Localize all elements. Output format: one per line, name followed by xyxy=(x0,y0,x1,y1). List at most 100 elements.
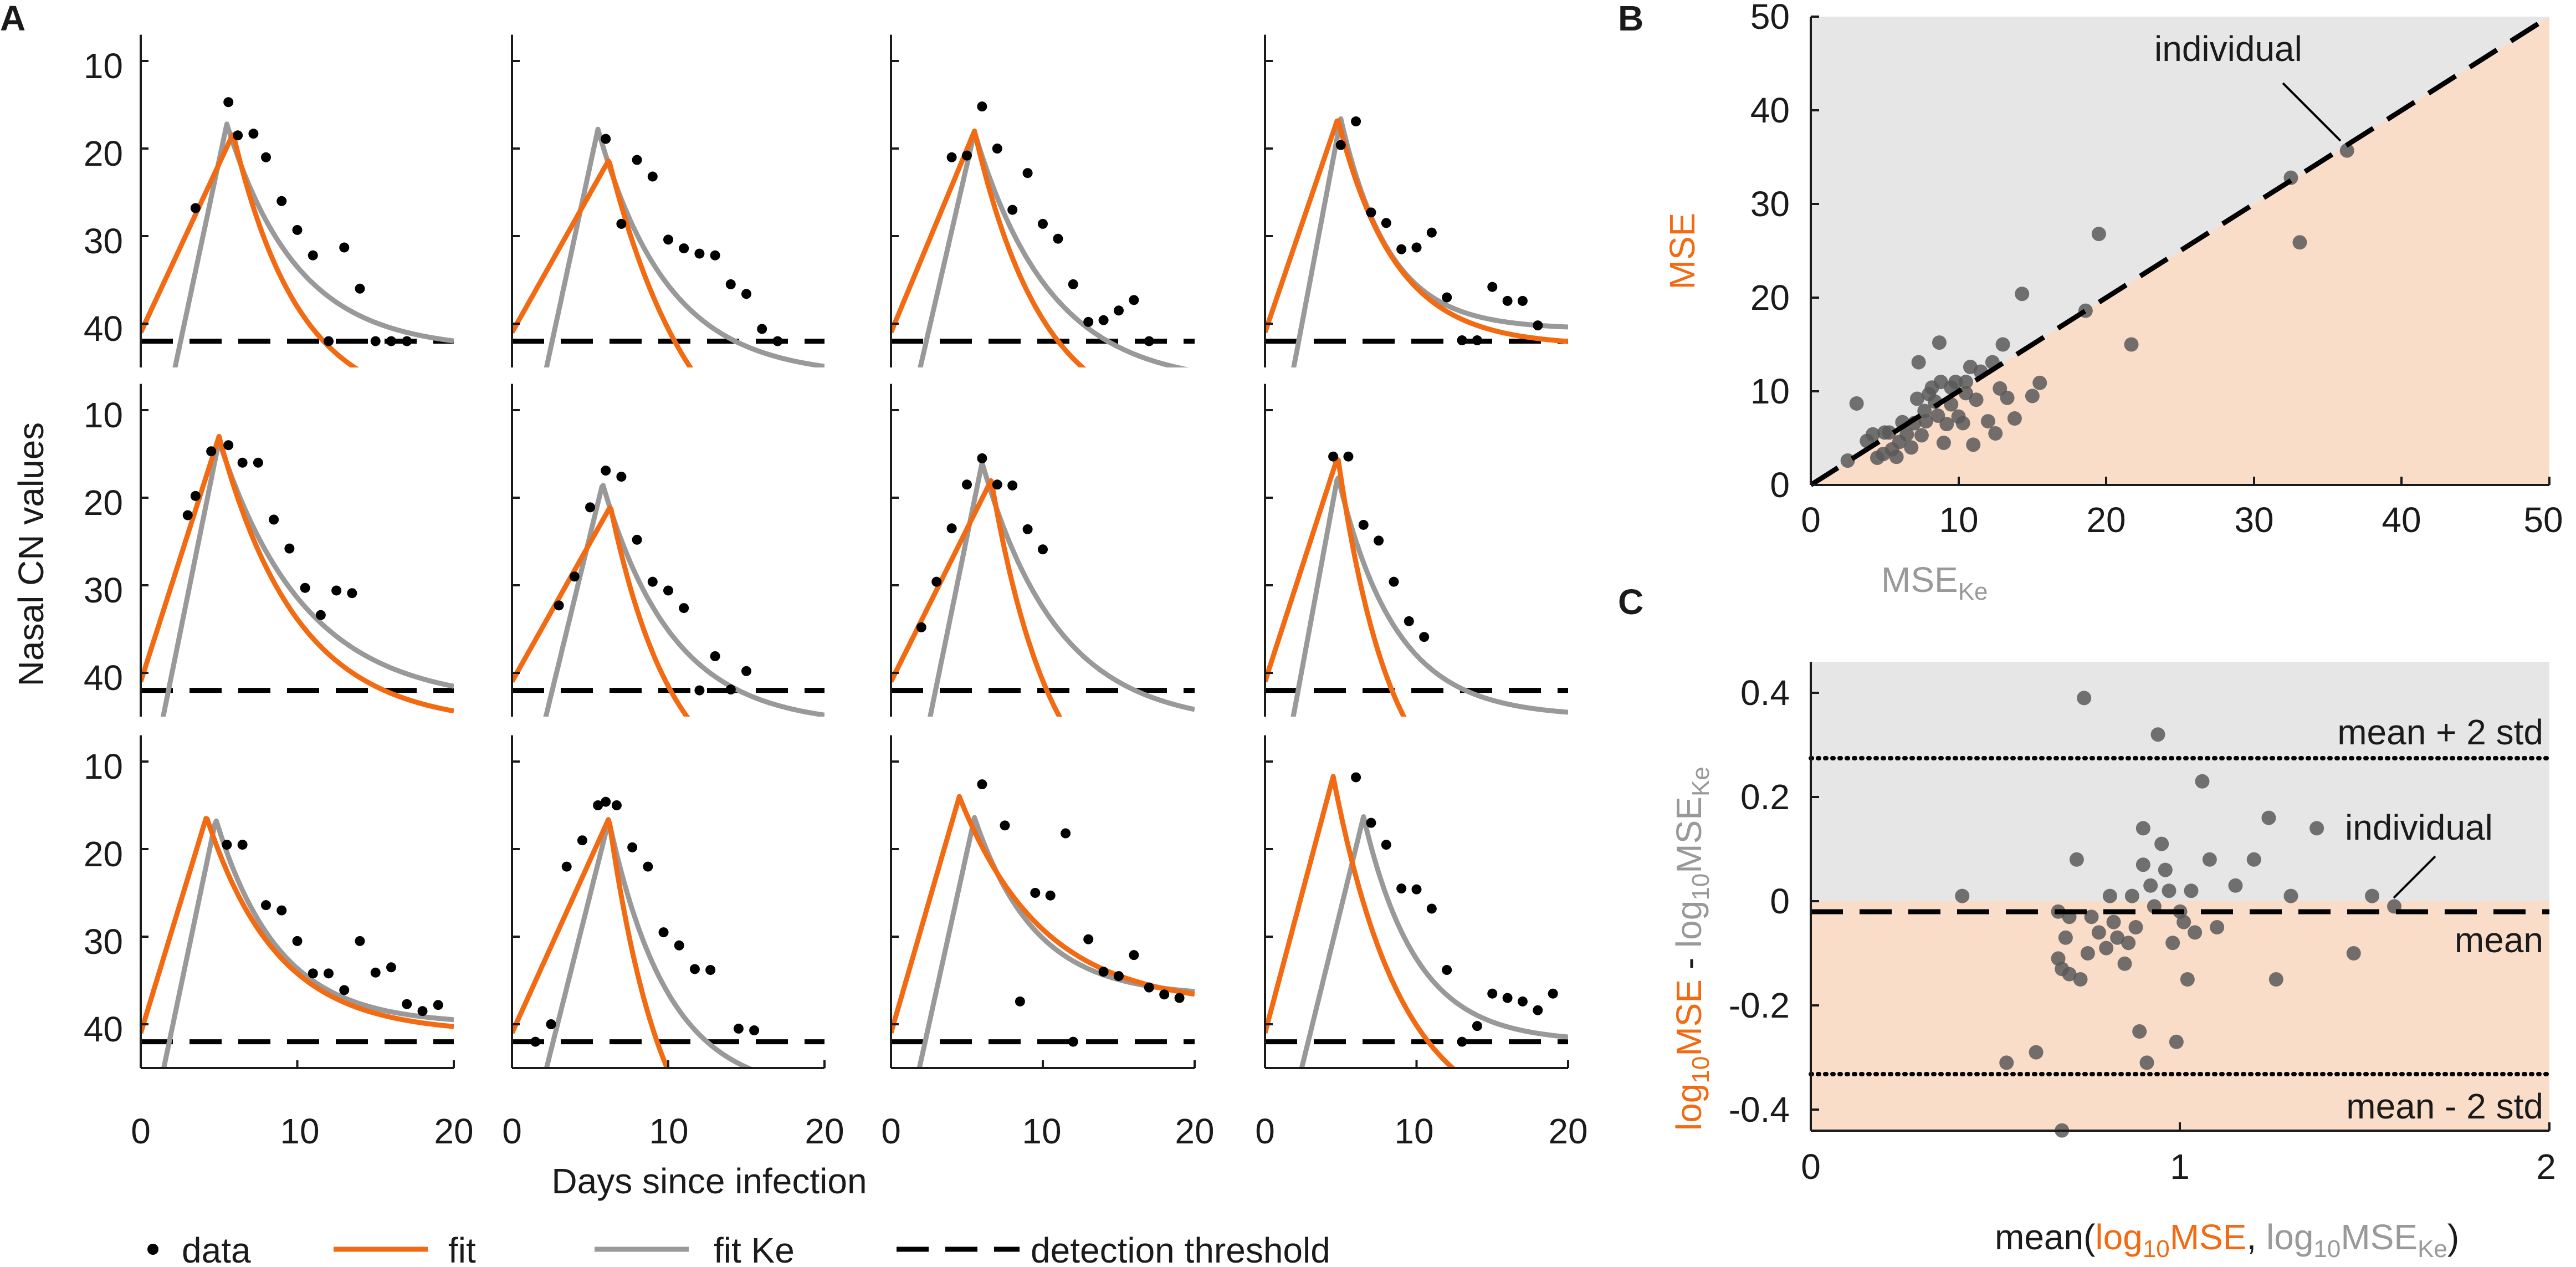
fit-ke-curve xyxy=(928,460,1195,717)
scatter-point xyxy=(2110,930,2125,945)
panel-c: -0.4 -0.2 0 0.2 0.4 0 1 2 mean + 2 std m… xyxy=(1669,662,2556,1263)
data-point xyxy=(757,324,767,334)
panel-c-ytick-label: 0 xyxy=(1770,881,1790,921)
data-point xyxy=(237,840,248,850)
data-point xyxy=(1061,828,1071,839)
data-point xyxy=(308,250,318,260)
data-point xyxy=(1517,996,1528,1007)
data-point xyxy=(1159,989,1170,1000)
xtick-label: 10 xyxy=(1394,1111,1433,1151)
scatter-point xyxy=(1904,440,1919,455)
scatter-point xyxy=(2150,727,2165,742)
data-point xyxy=(261,152,271,162)
panel-b-xtick-label: 50 xyxy=(2523,500,2563,540)
data-point xyxy=(300,583,310,593)
data-point xyxy=(946,523,957,534)
data-point xyxy=(223,97,234,108)
ytick-label: 10 xyxy=(84,46,123,86)
data-point xyxy=(402,336,412,346)
data-point xyxy=(1098,315,1109,325)
xtick-label: 20 xyxy=(1548,1111,1587,1151)
data-point xyxy=(674,940,684,951)
ylabel-mse2: MSE xyxy=(1669,796,1709,873)
panel-b-xtick-label: 40 xyxy=(2382,500,2421,540)
data-point xyxy=(585,502,595,513)
panel-b-ytick-label: 10 xyxy=(1750,371,1790,411)
data-point xyxy=(1129,295,1139,305)
subplot-plot-area xyxy=(1265,772,1568,1068)
legend-data-marker xyxy=(147,1244,158,1255)
panel-c-upper-region xyxy=(1811,662,2549,901)
data-point xyxy=(554,600,564,611)
panel-c-xtick-label: 0 xyxy=(1801,1147,1821,1187)
scatter-point xyxy=(2135,821,2150,836)
fit-ke-curve xyxy=(1290,475,1568,717)
legend-fit-label: fit xyxy=(448,1230,476,1267)
subplot xyxy=(1264,34,1568,368)
data-point xyxy=(1144,336,1154,346)
panel-b-xlabel: MSEKe xyxy=(1881,560,1988,605)
data-point xyxy=(1457,1036,1467,1047)
panel-b-xlabel-main: MSE xyxy=(1881,560,1958,600)
scatter-point xyxy=(1849,396,1864,411)
panel-c-annotation-pointer xyxy=(2393,855,2436,899)
scatter-point xyxy=(2135,857,2150,872)
subplot xyxy=(140,34,454,368)
data-point xyxy=(962,479,972,490)
scatter-point xyxy=(2143,878,2158,893)
scatter-point xyxy=(2128,920,2143,934)
panel-label-b: B xyxy=(1618,0,1643,38)
ylabel-log2: log xyxy=(1669,901,1709,948)
scatter-point xyxy=(2158,862,2173,877)
data-point xyxy=(1351,772,1361,783)
data-point xyxy=(601,134,611,144)
data-point xyxy=(1517,295,1528,306)
scatter-point xyxy=(2091,227,2106,242)
data-point xyxy=(276,196,287,206)
data-point xyxy=(632,155,642,165)
data-point xyxy=(1030,888,1041,898)
data-point xyxy=(733,1023,744,1034)
data-point xyxy=(679,243,689,254)
data-point xyxy=(1083,934,1094,944)
scatter-point xyxy=(1948,375,1963,390)
scatter-point xyxy=(1980,414,1995,429)
ytick-label: 40 xyxy=(84,658,123,698)
scatter-point xyxy=(2365,888,2380,903)
data-point xyxy=(1389,576,1399,587)
panel-b-xtick-label: 30 xyxy=(2234,500,2273,540)
scatter-point xyxy=(1918,414,1933,429)
panel-a-ylabel: Nasal CN values xyxy=(11,422,51,687)
fit-curve xyxy=(891,794,1195,1034)
scatter-point xyxy=(2195,774,2210,789)
ytick-label: 10 xyxy=(84,747,123,786)
scatter-point xyxy=(2091,925,2106,940)
data-point xyxy=(1351,116,1361,127)
scatter-point xyxy=(1999,1055,2014,1070)
data-point xyxy=(1502,295,1513,306)
fit-ke-curve xyxy=(160,438,454,717)
xlabel-ten: 10 xyxy=(2143,1235,2170,1263)
panel-b-xtick-label: 10 xyxy=(1939,500,1978,540)
scatter-point xyxy=(1865,427,1880,442)
data-point xyxy=(632,534,642,545)
data-point xyxy=(233,130,243,141)
panel-b-y-ticks: 0 10 20 30 40 50 xyxy=(1750,0,1819,505)
data-point xyxy=(689,964,700,974)
panel-label-a: A xyxy=(0,0,25,38)
panel-c-ylabel: log10MSE - log10MSEKe xyxy=(1669,767,1714,1131)
data-point xyxy=(931,576,942,587)
data-point xyxy=(946,152,957,162)
legend-data-label: data xyxy=(182,1230,251,1267)
data-point xyxy=(546,1019,556,1029)
panel-a-ticks: 10 20 30 40 10 20 30 40 10 20 30 40 0 10… xyxy=(84,46,1588,1151)
data-point xyxy=(1000,820,1010,831)
panel-c-ytick-label: -0.4 xyxy=(1729,1090,1790,1130)
subplot-plot-area xyxy=(141,816,454,1068)
xlabel-comma: , xyxy=(2246,1217,2266,1257)
subplot xyxy=(890,34,1195,368)
subplot-plot-area xyxy=(891,101,1195,368)
data-point xyxy=(261,900,271,911)
subplot xyxy=(1264,735,1569,1069)
fit-ke-curve xyxy=(544,126,824,368)
